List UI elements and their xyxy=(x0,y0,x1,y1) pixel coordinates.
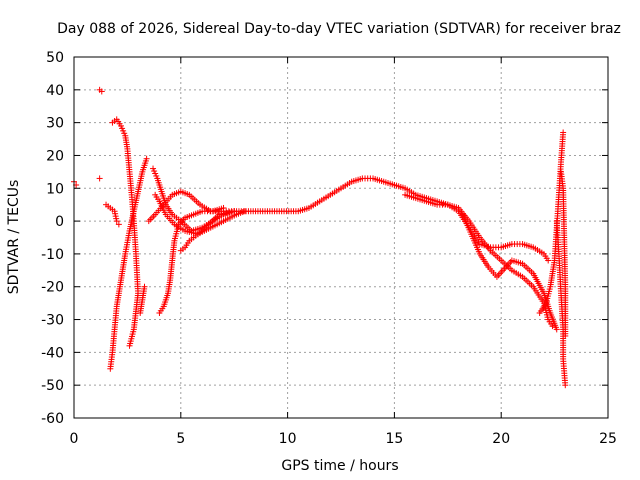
grid xyxy=(74,57,608,418)
y-tick-label: 50 xyxy=(46,50,64,66)
x-tick-label: 25 xyxy=(599,431,617,447)
data-point xyxy=(220,204,227,211)
data-point xyxy=(98,88,105,95)
y-tick-label: 10 xyxy=(46,181,64,197)
data-point xyxy=(96,175,103,182)
y-tick-label: 20 xyxy=(46,148,64,164)
y-tick-label: 30 xyxy=(46,116,64,132)
y-axis: -60 -50 -40 -30 -20 -10 0 10 20 30 40 50 xyxy=(41,50,608,427)
x-tick-label: 20 xyxy=(492,431,510,447)
data-point xyxy=(562,332,569,339)
y-tick-label: -60 xyxy=(41,411,64,427)
data-point xyxy=(562,382,569,389)
y-tick-label: -10 xyxy=(41,247,64,263)
data-point xyxy=(143,155,150,162)
plot-frame xyxy=(73,56,609,419)
data-point xyxy=(560,129,567,136)
y-tick-label: 40 xyxy=(46,83,64,99)
x-tick-label: 5 xyxy=(176,431,185,447)
data-points xyxy=(71,86,569,389)
data-point xyxy=(113,218,120,225)
y-tick-label: -40 xyxy=(41,345,64,361)
chart-title: Day 088 of 2026, Sidereal Day-to-day VTE… xyxy=(57,21,621,37)
x-tick-label: 0 xyxy=(70,431,79,447)
data-point xyxy=(141,283,148,290)
x-tick-label: 15 xyxy=(385,431,403,447)
y-tick-label: -20 xyxy=(41,280,64,296)
data-point xyxy=(126,342,133,349)
y-axis-label: SDTVAR / TECUs xyxy=(6,180,22,295)
y-tick-label: -30 xyxy=(41,313,64,329)
y-tick-label: -50 xyxy=(41,378,64,394)
data-point xyxy=(553,326,560,333)
data-point xyxy=(115,221,122,228)
x-axis-label: GPS time / hours xyxy=(281,458,398,474)
data-point xyxy=(545,257,552,264)
x-tick-label: 10 xyxy=(279,431,297,447)
y-tick-label: 0 xyxy=(55,214,64,230)
x-axis: 0 5 10 15 20 25 xyxy=(70,57,617,447)
